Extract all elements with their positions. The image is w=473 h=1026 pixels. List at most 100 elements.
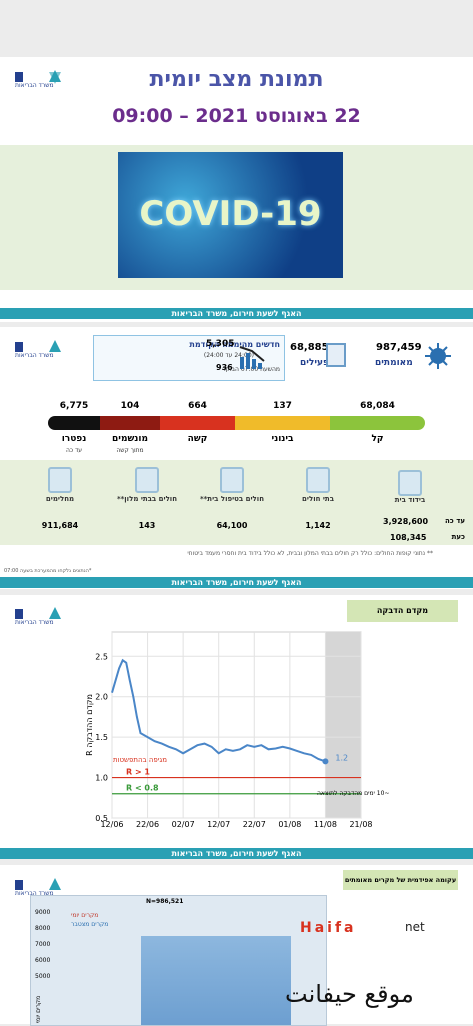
y-tick-label: 1.5 xyxy=(95,733,108,742)
title: תמונת מצב יומית xyxy=(149,67,324,92)
y-tick-label: 0.5 xyxy=(95,814,108,823)
slide-1: משרד הבריאות תמונת מצב יומית 22 באוגוסט … xyxy=(0,57,473,322)
severity-label: בינוני xyxy=(271,434,294,444)
footnote: *הנתונים נלקחו מהמערכת בשעה 07:00 xyxy=(4,568,92,574)
morning-label: מהשעה 07:00 הבוקר xyxy=(222,366,280,373)
house-icon xyxy=(398,470,422,496)
severity-value: 104 xyxy=(120,401,140,411)
new-sub: (24:00 עד 24:00) xyxy=(203,352,254,359)
y-tick-label: 5000 xyxy=(35,973,51,980)
threshold-label: R > 1 xyxy=(126,768,150,777)
logo: משרד הבריאות xyxy=(15,877,77,903)
virus-icon xyxy=(425,343,451,369)
clipboard-icon xyxy=(326,343,346,367)
logo-text: משרד הבריאות xyxy=(15,619,54,626)
date: 22 באוגוסט 2021 – 09:00 xyxy=(112,105,361,127)
slide-3: משרד הבריאות מקדם הדבקה 12/06 22/06 02/07 1… xyxy=(0,595,473,859)
last-label: 1.2 xyxy=(335,753,348,762)
chart-header: עקומה אפידמית של מקרים מאומתים xyxy=(343,870,458,890)
covid-image: COVID-19 xyxy=(118,152,343,278)
y-tick-label: 9000 xyxy=(35,909,51,916)
logo-text: משרד הבריאות xyxy=(15,82,54,89)
severity-segment xyxy=(330,416,425,430)
footer: האגף לשעת חירום, משרד הבריאות xyxy=(0,577,473,588)
new-box: חדשים מהיממה הקודמת (24:00 עד 24:00) 5,3… xyxy=(93,335,285,381)
x-tick-label: 01/08 xyxy=(278,820,301,829)
x-tick-label: 12/07 xyxy=(207,820,230,829)
footer: האגף לשעת חירום, משרד הבריאות xyxy=(0,848,473,859)
epi-bars-area xyxy=(141,936,291,1025)
x-tick-label: 12/06 xyxy=(100,820,123,829)
y-tick-label: 8000 xyxy=(35,925,51,932)
logo-icon xyxy=(15,878,61,890)
severity-segment xyxy=(160,416,235,430)
place-icon xyxy=(220,467,244,493)
isolation-now-label: כעת xyxy=(451,533,465,541)
y-axis-label: מקדם ההדבקה R xyxy=(85,694,94,756)
logo-icon xyxy=(15,70,61,84)
annotation: מגיפה בהתפשטות xyxy=(113,756,167,764)
place-icon xyxy=(48,467,72,493)
confirmed-label: מאומתים xyxy=(375,358,413,368)
severity-label: קל xyxy=(371,434,384,444)
place-label: בתי חולים xyxy=(302,495,334,503)
place-value: 143 xyxy=(138,521,156,530)
severity-value: 68,084 xyxy=(360,401,395,411)
severity-label: קשה xyxy=(187,434,208,444)
slide-4: משרד הבריאות עקומה אפידמית של מקרים מאומ… xyxy=(0,865,473,1026)
x-tick-label: 02/07 xyxy=(172,820,195,829)
place-icon xyxy=(135,467,159,493)
watermark-brand: Haifa xyxy=(300,920,357,936)
morning-value: 936 xyxy=(216,363,233,372)
new-label: חדשים מהיממה הקודמת xyxy=(189,340,280,349)
trend-icon xyxy=(239,346,265,369)
y-axis-label: מקרים יומי xyxy=(35,995,43,1024)
place-value: 1,142 xyxy=(305,521,331,530)
severity-value: 664 xyxy=(188,401,207,411)
y-tick-label: 7000 xyxy=(35,941,51,948)
place-value: 64,100 xyxy=(216,521,248,530)
r-chart: 12/06 22/06 02/07 12/07 22/07 01/08 11/08 21/08… xyxy=(85,631,389,829)
logo: משרד הבריאות xyxy=(15,339,77,365)
logo-icon xyxy=(15,340,61,352)
confirmed-value: 987,459 xyxy=(376,342,422,353)
watermark-arabic: موقع حيفانت xyxy=(285,980,414,1008)
watermark-suffix: net xyxy=(405,920,425,934)
x-tick-label: 11/08 xyxy=(314,820,337,829)
y-tick-label: 2.5 xyxy=(95,652,108,661)
r-line xyxy=(111,658,326,763)
isolation-total-label: עד כה xyxy=(445,517,465,525)
y-tick-label: 2.0 xyxy=(95,693,108,702)
logo-icon xyxy=(15,607,61,619)
severity-segment xyxy=(235,416,330,430)
image-text: COVID-19 xyxy=(139,194,322,234)
logo: משרד הבריאות xyxy=(15,606,77,632)
place-label: חולים בטיפול בית** xyxy=(199,495,264,503)
x-tick-label: 22/07 xyxy=(243,820,266,829)
severity-segment xyxy=(100,416,160,430)
plot-area xyxy=(111,631,362,819)
legend-entry: מקרים מצטבר xyxy=(71,921,109,928)
y-tick-label: 1.0 xyxy=(95,774,108,783)
x-tick-label: 22/06 xyxy=(136,820,159,829)
forecast-zone xyxy=(325,632,361,818)
severity-value: 137 xyxy=(273,401,292,411)
place-label: מחלימים xyxy=(45,495,75,503)
logo-text: משרד הבריאות xyxy=(15,352,54,359)
last-point xyxy=(322,758,329,765)
y-tick-label: 6000 xyxy=(35,957,51,964)
active-label: פעילים xyxy=(300,358,329,368)
place-value: 911,684 xyxy=(41,521,79,530)
severity-label: נפטרו xyxy=(61,434,87,444)
place-icon xyxy=(306,467,330,493)
active-value: 68,885 xyxy=(290,342,329,353)
severity-label: מונשמים xyxy=(112,434,148,444)
logo-text: משרד הבריאות xyxy=(15,890,54,897)
chart-header: מקדם הדבקה xyxy=(347,600,458,622)
severity-value: 6,775 xyxy=(59,401,89,411)
isolation-now: 108,345 xyxy=(390,533,427,542)
slide-2: משרד הבריאות חדשים מהיממה הקודמת (24:00 … xyxy=(0,327,473,589)
severity-segment xyxy=(48,416,100,430)
epi-panel: N=986,521 מקרים יומי מקרים מצטבר 9000 80… xyxy=(30,895,327,1026)
